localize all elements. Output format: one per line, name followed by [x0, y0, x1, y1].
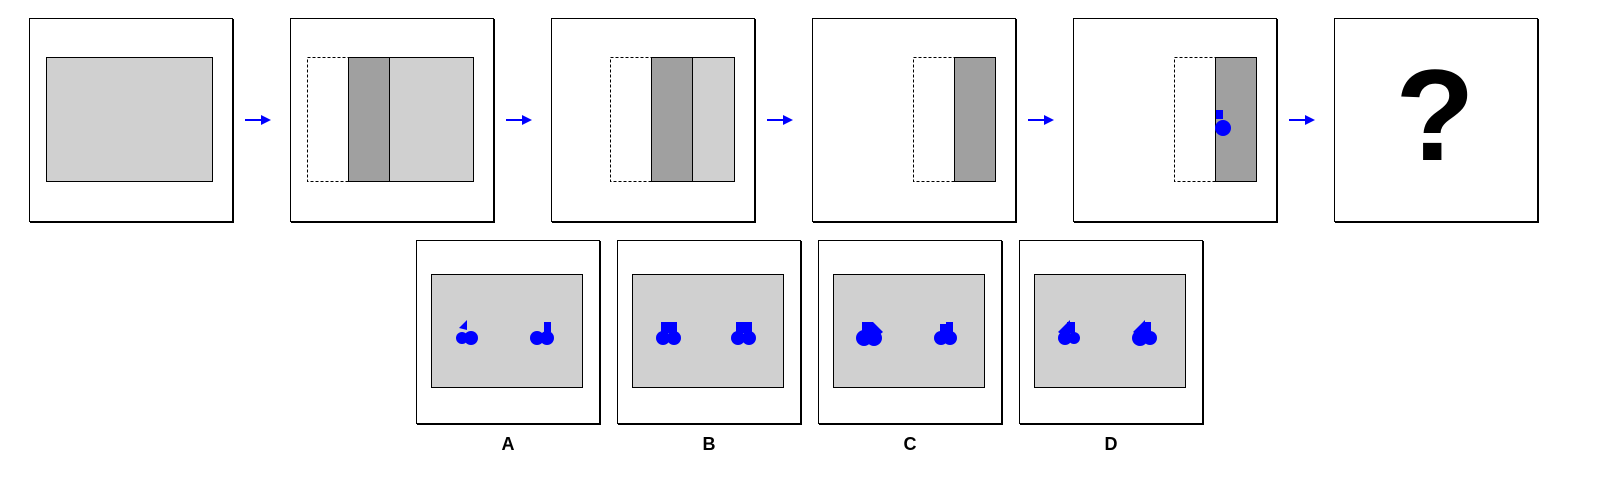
- option-a-label: A: [501, 434, 515, 454]
- option-c-diagram[interactable]: [818, 240, 1002, 424]
- right-arrow-icon: [245, 115, 271, 125]
- frame-4-diagram: [913, 57, 996, 182]
- right-arrow-icon: [506, 115, 532, 125]
- question-mark: ?: [1395, 42, 1475, 188]
- blue-compound-shape-icon: [856, 322, 883, 346]
- blue-compound-shape-icon: [1058, 320, 1080, 345]
- option-a-diagram[interactable]: [416, 240, 600, 424]
- frame-2-diagram: [307, 57, 474, 182]
- question-frame: [1334, 18, 1538, 222]
- option-d-label: D: [1104, 434, 1118, 454]
- right-arrow-icon: [767, 115, 793, 125]
- frame-3-diagram: [610, 57, 735, 182]
- option-b-label: B: [702, 434, 716, 454]
- option-b-diagram[interactable]: [617, 240, 801, 424]
- frame-1-diagram: [46, 57, 213, 182]
- option-c-label: C: [903, 434, 917, 454]
- blue-compound-shape-icon: [656, 322, 681, 345]
- blue-compound-shape-icon: [456, 320, 478, 345]
- option-d-diagram[interactable]: [1019, 240, 1203, 424]
- right-arrow-icon: [1289, 115, 1315, 125]
- frame-5-diagram: [1174, 57, 1257, 182]
- blue-compound-shape-icon: [934, 322, 957, 345]
- right-arrow-icon: [1028, 115, 1054, 125]
- blue-compound-shape-icon: [1215, 110, 1231, 136]
- blue-compound-shape-icon: [1132, 320, 1157, 346]
- blue-compound-shape-icon: [530, 322, 554, 345]
- blue-compound-shape-icon: [731, 322, 756, 345]
